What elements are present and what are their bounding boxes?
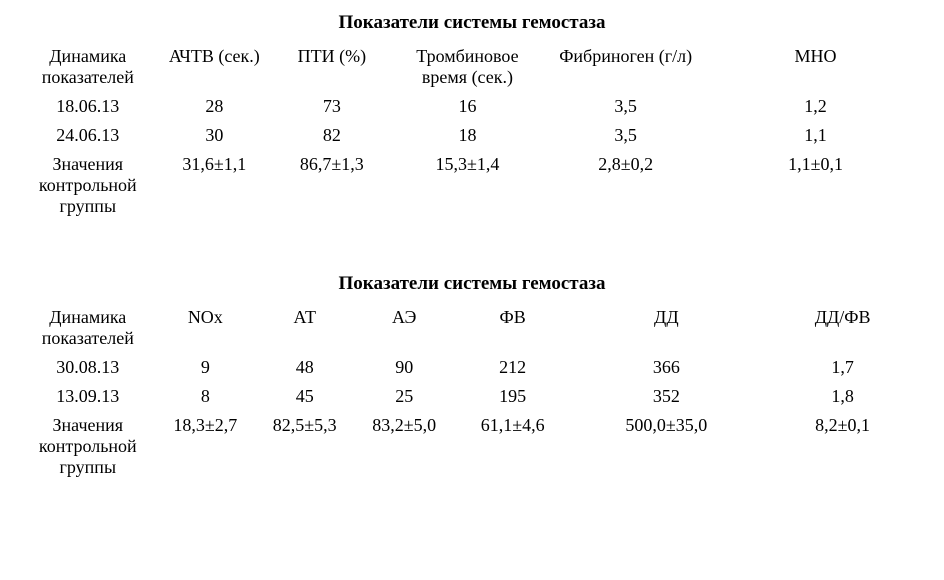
table-row: 30.08.13 9 48 90 212 366 1,7 bbox=[20, 353, 924, 382]
cell: 195 bbox=[454, 382, 572, 411]
cell: 82,5±5,3 bbox=[255, 411, 354, 482]
cell: 1,1±0,1 bbox=[707, 150, 924, 221]
cell: 1,1 bbox=[707, 121, 924, 150]
cell: Значения контрольной группы bbox=[20, 411, 156, 482]
cell: 13.09.13 bbox=[20, 382, 156, 411]
table2-col-0: Динамика показателей bbox=[20, 303, 156, 353]
cell: 25 bbox=[354, 382, 453, 411]
table1-col-3: Тромбиновое время (сек.) bbox=[391, 42, 545, 92]
table1-col-5: МНО bbox=[707, 42, 924, 92]
cell: 1,8 bbox=[761, 382, 924, 411]
cell: 3,5 bbox=[544, 121, 707, 150]
table2-header-row: Динамика показателей NOх АТ АЭ ФВ ДД ДД/… bbox=[20, 303, 924, 353]
table2-col-2: АТ bbox=[255, 303, 354, 353]
table1-col-2: ПТИ (%) bbox=[273, 42, 391, 92]
cell: 28 bbox=[156, 92, 274, 121]
cell: 82 bbox=[273, 121, 391, 150]
cell: 31,6±1,1 bbox=[156, 150, 274, 221]
table2-col-3: АЭ bbox=[354, 303, 453, 353]
table-row: 18.06.13 28 73 16 3,5 1,2 bbox=[20, 92, 924, 121]
cell: 15,3±1,4 bbox=[391, 150, 545, 221]
cell: 90 bbox=[354, 353, 453, 382]
table2-col-1: NOх bbox=[156, 303, 255, 353]
cell: 8,2±0,1 bbox=[761, 411, 924, 482]
cell: 9 bbox=[156, 353, 255, 382]
table1-title: Показатели системы гемостаза bbox=[20, 12, 924, 34]
cell: 1,7 bbox=[761, 353, 924, 382]
table-row: 24.06.13 30 82 18 3,5 1,1 bbox=[20, 121, 924, 150]
cell: 8 bbox=[156, 382, 255, 411]
cell: 18.06.13 bbox=[20, 92, 156, 121]
table1-header-row: Динамика показателей АЧТВ (сек.) ПТИ (%)… bbox=[20, 42, 924, 92]
cell: 16 bbox=[391, 92, 545, 121]
cell: 30 bbox=[156, 121, 274, 150]
table2-col-5: ДД bbox=[571, 303, 761, 353]
cell: 3,5 bbox=[544, 92, 707, 121]
cell: 45 bbox=[255, 382, 354, 411]
table2-title: Показатели системы гемостаза bbox=[20, 273, 924, 295]
table1-col-0: Динамика показателей bbox=[20, 42, 156, 92]
cell: 2,8±0,2 bbox=[544, 150, 707, 221]
table2-col-6: ДД/ФВ bbox=[761, 303, 924, 353]
table1-col-1: АЧТВ (сек.) bbox=[156, 42, 274, 92]
cell: 61,1±4,6 bbox=[454, 411, 572, 482]
cell: 212 bbox=[454, 353, 572, 382]
table2-col-4: ФВ bbox=[454, 303, 572, 353]
cell: 366 bbox=[571, 353, 761, 382]
cell: 18 bbox=[391, 121, 545, 150]
cell: 73 bbox=[273, 92, 391, 121]
cell: 24.06.13 bbox=[20, 121, 156, 150]
cell: Значения контрольной группы bbox=[20, 150, 156, 221]
cell: 48 bbox=[255, 353, 354, 382]
cell: 18,3±2,7 bbox=[156, 411, 255, 482]
table-row: 13.09.13 8 45 25 195 352 1,8 bbox=[20, 382, 924, 411]
cell: 352 bbox=[571, 382, 761, 411]
cell: 83,2±5,0 bbox=[354, 411, 453, 482]
cell: 1,2 bbox=[707, 92, 924, 121]
table1: Динамика показателей АЧТВ (сек.) ПТИ (%)… bbox=[20, 42, 924, 221]
cell: 500,0±35,0 bbox=[571, 411, 761, 482]
cell: 30.08.13 bbox=[20, 353, 156, 382]
table-row: Значения контрольной группы 18,3±2,7 82,… bbox=[20, 411, 924, 482]
table2: Динамика показателей NOх АТ АЭ ФВ ДД ДД/… bbox=[20, 303, 924, 482]
cell: 86,7±1,3 bbox=[273, 150, 391, 221]
table-row: Значения контрольной группы 31,6±1,1 86,… bbox=[20, 150, 924, 221]
table1-col-4: Фибриноген (г/л) bbox=[544, 42, 707, 92]
